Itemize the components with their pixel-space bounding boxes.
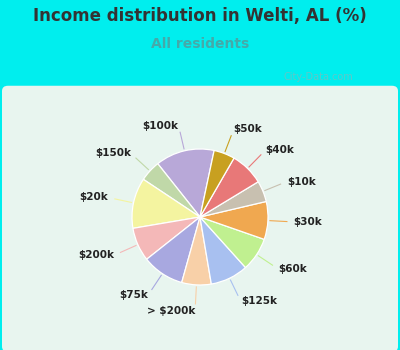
Wedge shape (200, 182, 266, 217)
Text: $100k: $100k (142, 121, 178, 131)
Wedge shape (182, 217, 211, 285)
Text: $150k: $150k (95, 148, 131, 159)
Text: All residents: All residents (151, 37, 249, 51)
Text: $75k: $75k (119, 290, 148, 300)
Wedge shape (143, 164, 200, 217)
Text: $40k: $40k (266, 145, 294, 155)
Wedge shape (132, 179, 200, 228)
Text: $30k: $30k (294, 217, 322, 227)
Text: $60k: $60k (278, 264, 307, 274)
Wedge shape (200, 202, 268, 239)
Text: $125k: $125k (241, 296, 277, 307)
Wedge shape (158, 149, 214, 217)
Text: $50k: $50k (234, 124, 262, 134)
Text: $20k: $20k (80, 193, 108, 203)
Text: $200k: $200k (78, 250, 114, 260)
Wedge shape (133, 217, 200, 259)
Text: Income distribution in Welti, AL (%): Income distribution in Welti, AL (%) (33, 7, 367, 25)
Wedge shape (200, 158, 258, 217)
Wedge shape (147, 217, 200, 282)
Wedge shape (200, 150, 234, 217)
Text: $10k: $10k (287, 176, 316, 187)
Text: > $200k: > $200k (147, 306, 195, 316)
Wedge shape (200, 217, 246, 284)
Text: City-Data.com: City-Data.com (284, 72, 354, 82)
Wedge shape (200, 217, 264, 267)
